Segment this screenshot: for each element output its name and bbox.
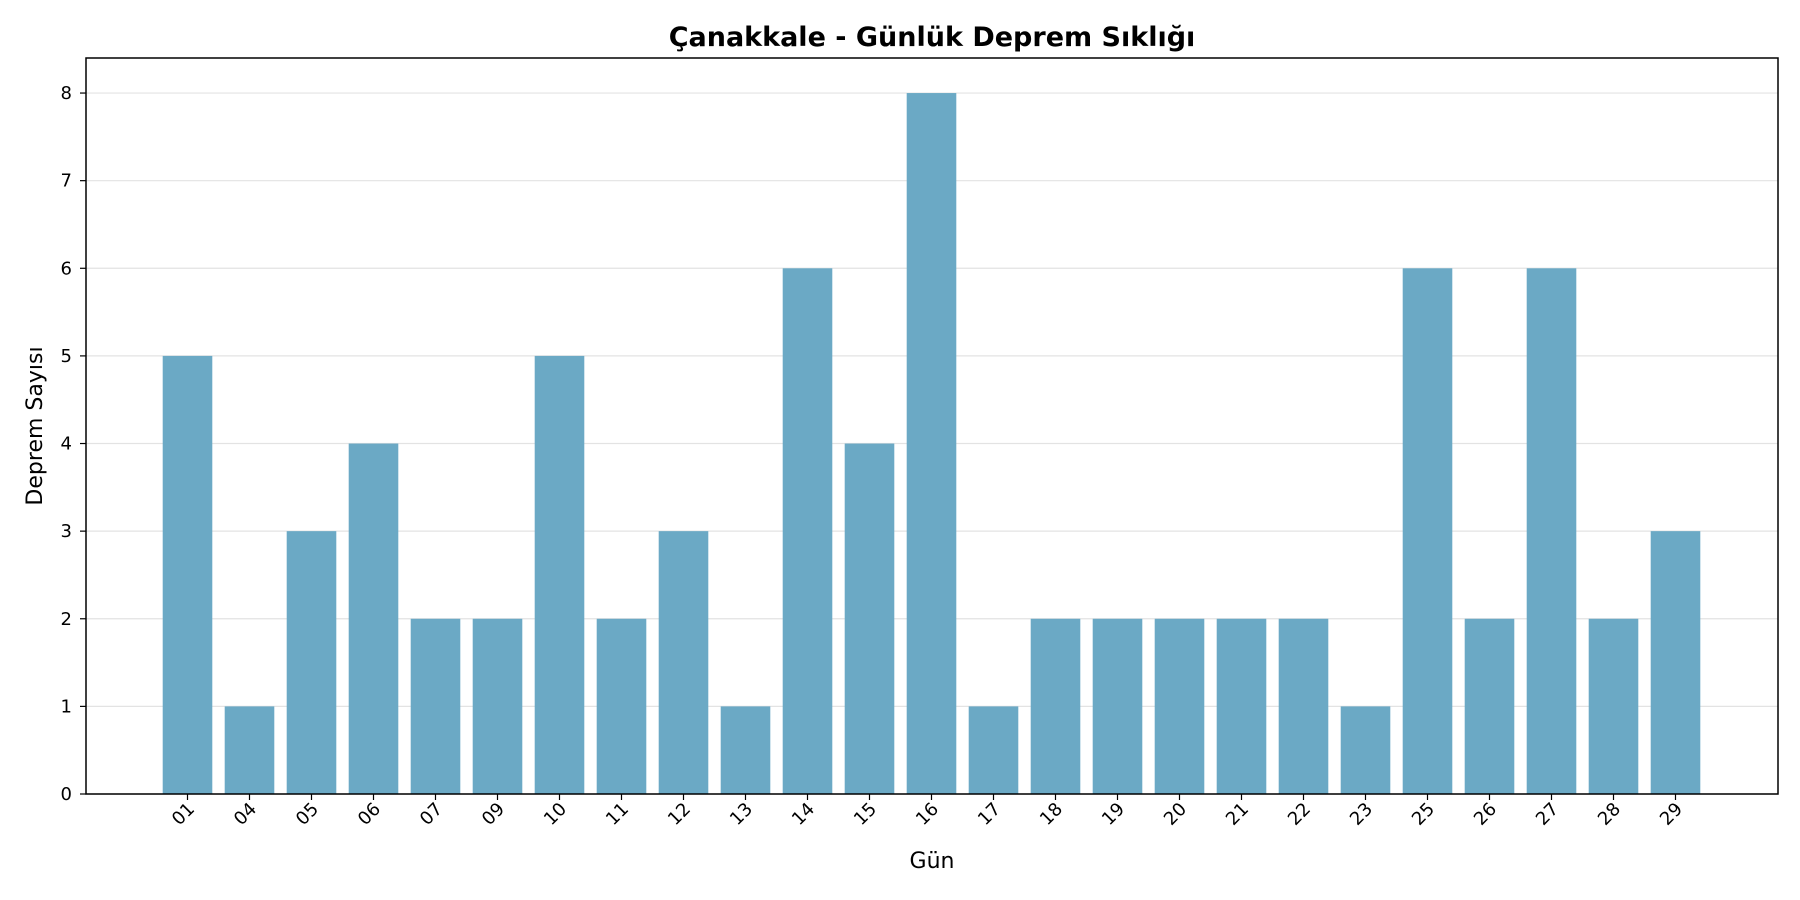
x-tick-label: 25 xyxy=(1408,799,1439,830)
y-tick-label: 6 xyxy=(61,258,72,279)
bar xyxy=(596,618,647,794)
bar xyxy=(1650,531,1701,794)
x-tick-label: 21 xyxy=(1222,799,1253,830)
bar xyxy=(1588,618,1639,794)
bar xyxy=(720,706,771,794)
x-tick-label: 28 xyxy=(1594,799,1625,830)
y-tick-label: 4 xyxy=(61,434,72,455)
y-tick-label: 1 xyxy=(61,696,72,717)
bar xyxy=(658,531,709,794)
bar xyxy=(1340,706,1391,794)
x-tick-label: 20 xyxy=(1160,799,1191,830)
bar xyxy=(534,355,585,794)
x-tick-label: 23 xyxy=(1346,799,1377,830)
y-tick-label: 0 xyxy=(61,784,72,805)
x-tick-label: 26 xyxy=(1470,799,1501,830)
x-tick-label: 10 xyxy=(540,799,571,830)
bar xyxy=(1030,618,1081,794)
bar xyxy=(348,443,399,794)
y-tick-label: 2 xyxy=(61,609,72,630)
x-tick-label: 18 xyxy=(1036,799,1067,830)
x-tick-label: 14 xyxy=(788,799,819,830)
x-axis-label: Gün xyxy=(910,849,955,874)
x-tick-label: 17 xyxy=(974,799,1005,830)
bar xyxy=(472,618,523,794)
bar xyxy=(844,443,895,794)
x-tick-label: 01 xyxy=(168,799,199,830)
x-tick-label: 27 xyxy=(1532,799,1563,830)
bar xyxy=(1402,268,1453,794)
x-tick-label: 29 xyxy=(1656,799,1687,830)
bar xyxy=(1464,618,1515,794)
x-tick-label: 15 xyxy=(850,799,881,830)
x-tick-label: 04 xyxy=(230,799,261,830)
x-tick-label: 11 xyxy=(602,799,633,830)
y-tick-label: 5 xyxy=(61,346,72,367)
x-axis: 01 04 05 06 07 09 10 11 12 13 14 15 16 17 18 19 20 21 22 23… xyxy=(168,794,1687,830)
x-tick-label: 09 xyxy=(478,799,509,830)
chart-title: Çanakkale - Günlük Deprem Sıklığı xyxy=(669,22,1196,53)
bar xyxy=(1154,618,1205,794)
x-tick-label: 06 xyxy=(354,799,385,830)
bar xyxy=(286,531,337,794)
x-tick-label: 13 xyxy=(726,799,757,830)
x-tick-label: 16 xyxy=(912,799,943,830)
y-axis-label: Deprem Sayısı xyxy=(23,346,48,505)
bar xyxy=(224,706,275,794)
bars xyxy=(162,93,1701,795)
x-tick-label: 07 xyxy=(416,799,447,830)
y-tick-label: 3 xyxy=(61,521,72,542)
x-tick-label: 05 xyxy=(292,799,323,830)
x-tick-label: 19 xyxy=(1098,799,1129,830)
bar xyxy=(906,93,957,795)
bar xyxy=(968,706,1019,794)
y-axis: 0 1 2 3 4 5 6 7 8 xyxy=(61,83,86,805)
y-tick-label: 7 xyxy=(61,171,72,192)
y-tick-label: 8 xyxy=(61,83,72,104)
bar xyxy=(782,268,833,794)
bar xyxy=(1216,618,1267,794)
bar xyxy=(1526,268,1577,794)
x-tick-label: 22 xyxy=(1284,799,1315,830)
bar xyxy=(1092,618,1143,794)
x-tick-label: 12 xyxy=(664,799,695,830)
bar xyxy=(162,355,213,794)
bar xyxy=(410,618,461,794)
bar xyxy=(1278,618,1329,794)
